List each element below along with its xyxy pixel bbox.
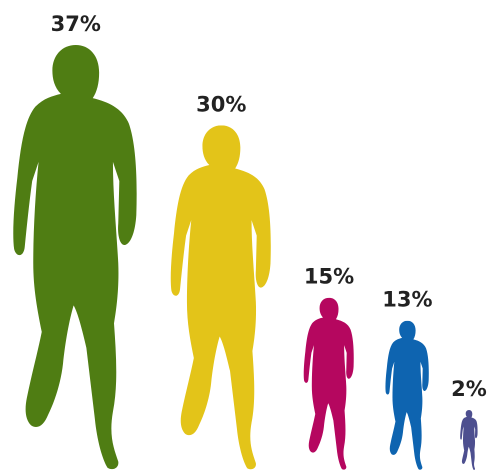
value-label-3: 15% — [304, 265, 354, 289]
value-label-5: 2% — [451, 377, 487, 401]
runner-bar-4 — [385, 320, 429, 470]
plot-area: 37% 30% 15% 13% 2% — [13, 12, 487, 470]
value-label-1: 37% — [51, 12, 101, 36]
value-label-2: 30% — [196, 92, 246, 116]
runner-bar-3 — [303, 297, 354, 470]
value-label-4: 13% — [382, 288, 432, 312]
runner-bar-1 — [13, 45, 137, 470]
runner-bar-2 — [170, 125, 271, 470]
runner-bar-5 — [460, 410, 478, 470]
